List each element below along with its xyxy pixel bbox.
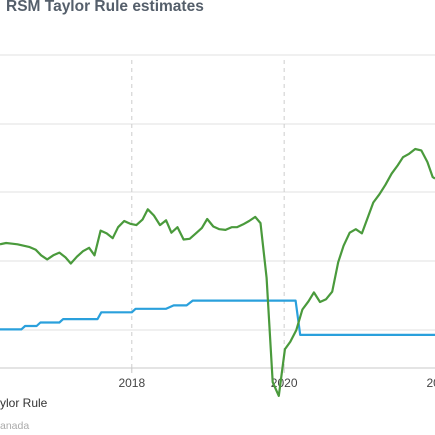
x-tick-label-2: 202 — [427, 376, 435, 390]
series-line-policy-rate — [0, 299, 435, 336]
x-axis-ticks: 2018 2020 202 — [118, 368, 435, 390]
series-layer — [0, 147, 435, 397]
chart-title: RSM Taylor Rule estimates — [6, 0, 204, 15]
x-tick-label-0: 2018 — [118, 376, 145, 390]
horizontal-gridlines — [0, 54, 435, 369]
vertical-gridlines — [131, 60, 285, 368]
x-tick-label-1: 2020 — [271, 376, 298, 390]
legend-label-taylor-rule: ylor Rule — [0, 396, 48, 410]
series-line-taylor-rule — [0, 147, 435, 397]
source-note: anada — [0, 420, 30, 432]
